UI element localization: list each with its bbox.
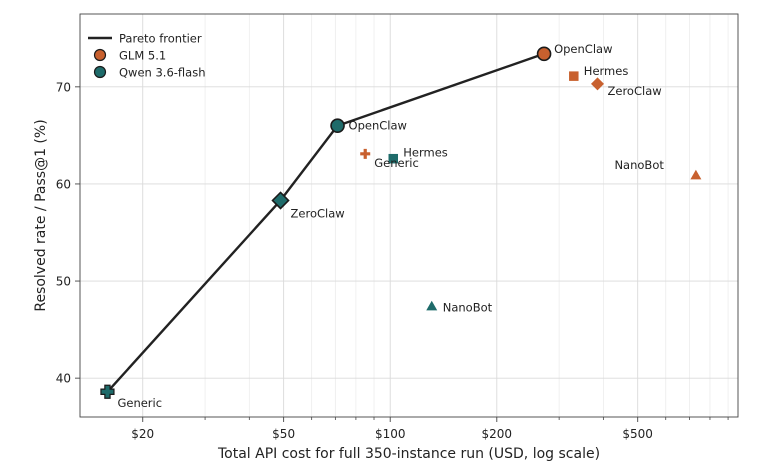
ticks-layer: $20 $50 $100 $200 $500 40 50 60 70 bbox=[56, 80, 729, 441]
legend-glm-5-1-label: GLM 5.1 bbox=[119, 48, 166, 62]
qwen-3-6-flash-nanobot-label: NanoBot bbox=[443, 300, 493, 314]
glm-5-1-nanobot-point bbox=[690, 169, 702, 180]
qwen-3-6-flash-openclaw-point bbox=[330, 118, 345, 133]
glm-5-1-openclaw-label: OpenClaw bbox=[554, 42, 612, 56]
glm-5-1-zeroclaw-point bbox=[591, 77, 605, 91]
y-tick-label: 70 bbox=[56, 80, 71, 94]
plot-frame bbox=[79, 13, 739, 418]
y-tick-label: 40 bbox=[56, 372, 71, 386]
legend: Pareto frontier GLM 5.1 Qwen 3.6-flash bbox=[88, 31, 206, 79]
glm-5-1-generic-point bbox=[360, 148, 371, 159]
y-tick-label: 50 bbox=[56, 275, 71, 289]
qwen-3-6-flash-generic-label: Generic bbox=[117, 396, 162, 410]
glm-5-1-openclaw-point bbox=[536, 46, 552, 62]
qwen-3-6-flash-hermes-point bbox=[388, 153, 399, 164]
qwen-3-6-flash-hermes-label: Hermes bbox=[403, 146, 448, 160]
legend-pareto-frontier-label: Pareto frontier bbox=[119, 31, 202, 45]
x-tick-label: $50 bbox=[272, 427, 295, 441]
qwen-3-6-flash-zeroclaw-label: ZeroClaw bbox=[291, 206, 345, 220]
pareto-frontier-line bbox=[106, 52, 545, 393]
x-tick-label: $200 bbox=[482, 427, 513, 441]
pareto-frontier bbox=[106, 52, 545, 393]
legend-glm-5-1-swatch bbox=[93, 48, 107, 62]
points-layer bbox=[100, 46, 702, 399]
y-axis-label: Resolved rate / Pass@1 (%) bbox=[33, 119, 49, 311]
qwen-3-6-flash-generic-point bbox=[100, 384, 115, 399]
qwen-3-6-flash-openclaw-label: OpenClaw bbox=[349, 119, 407, 133]
qwen-3-6-flash-nanobot-point bbox=[426, 300, 438, 311]
qwen-3-6-flash-zeroclaw-point bbox=[271, 191, 290, 210]
x-tick-label: $500 bbox=[622, 427, 653, 441]
point-labels: OpenClaw Hermes ZeroClaw Generic NanoBot Open… bbox=[117, 42, 664, 410]
x-tick-label: $20 bbox=[131, 427, 154, 441]
legend-qwen-3-6-flash-label: Qwen 3.6-flash bbox=[119, 65, 206, 79]
glm-5-1-zeroclaw-label: ZeroClaw bbox=[608, 84, 662, 98]
x-tick-label: $100 bbox=[375, 427, 406, 441]
glm-5-1-nanobot-label: NanoBot bbox=[614, 158, 664, 172]
x-axis-label: Total API cost for full 350-instance run… bbox=[217, 446, 600, 462]
glm-5-1-generic-label: Generic bbox=[374, 156, 419, 170]
y-tick-label: 60 bbox=[56, 177, 71, 191]
glm-5-1-hermes-point bbox=[569, 71, 579, 81]
grid-layer bbox=[80, 14, 738, 417]
glm-5-1-hermes-label: Hermes bbox=[584, 64, 629, 78]
legend-qwen-3-6-flash-swatch bbox=[93, 65, 107, 79]
